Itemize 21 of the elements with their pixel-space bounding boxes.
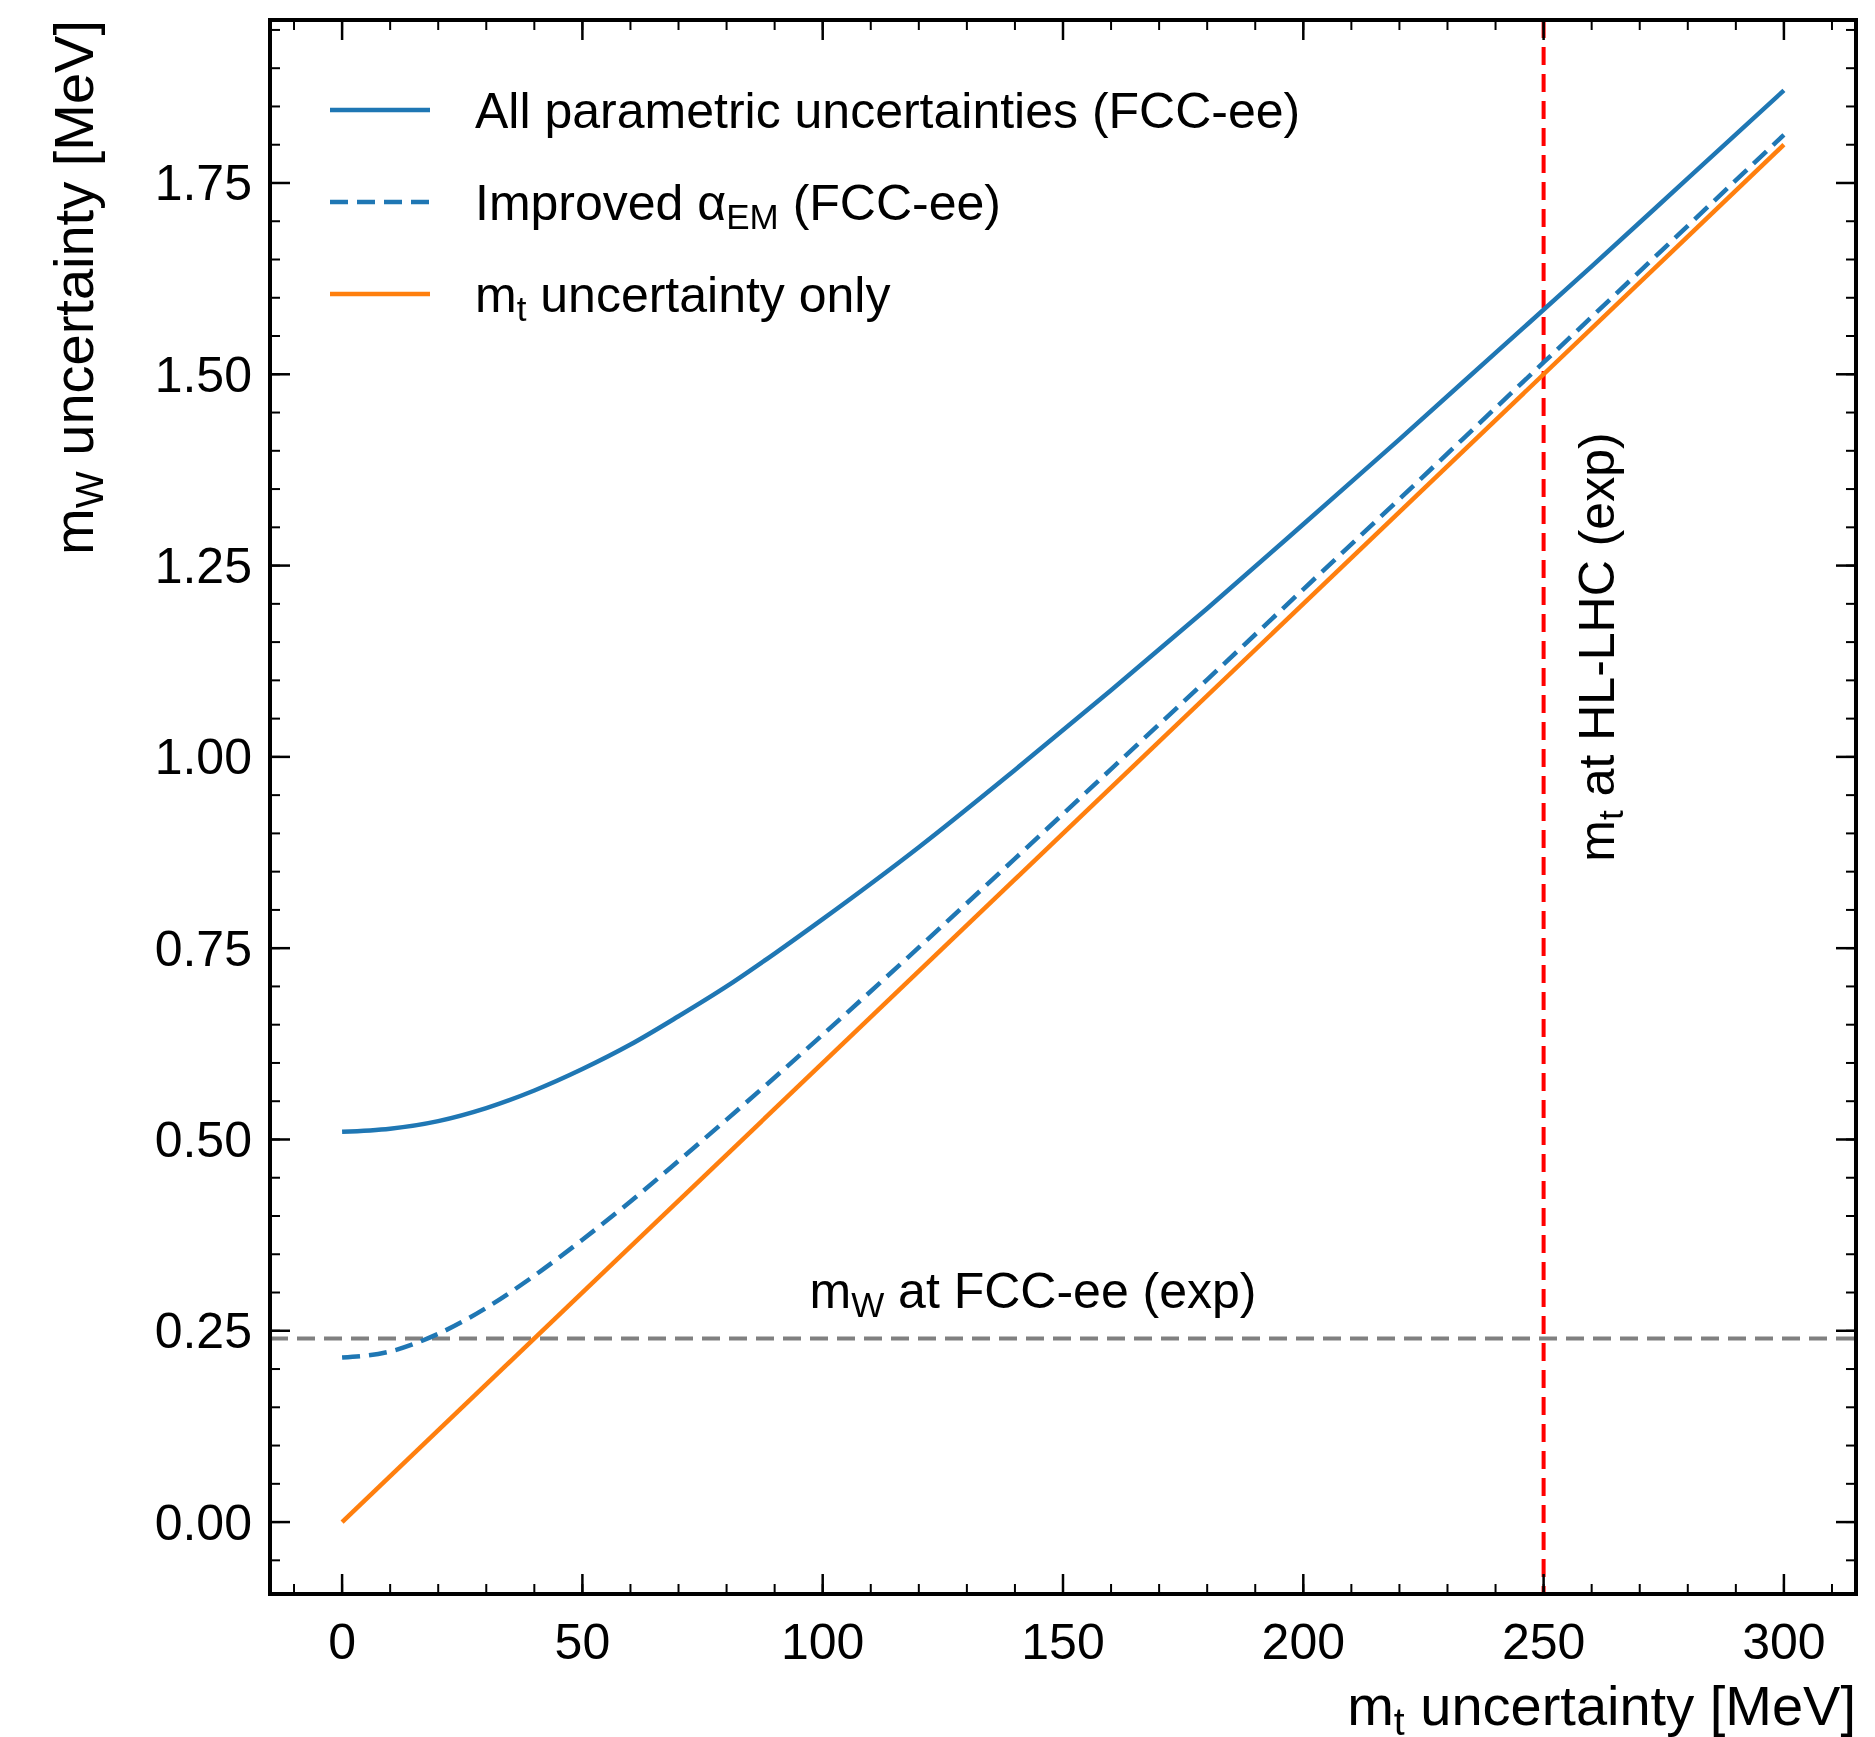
- y-tick-label: 1.50: [154, 346, 252, 403]
- x-tick-label: 200: [1261, 1614, 1346, 1670]
- y-tick-label: 1.25: [154, 538, 252, 595]
- y-tick-label: 0.00: [154, 1494, 252, 1551]
- legend-label: All parametric uncertainties (FCC-ee): [475, 82, 1301, 139]
- line-series: [339, 88, 1787, 1135]
- x-tick-label: 250: [1501, 1614, 1586, 1670]
- y-tick-label: 0.75: [154, 920, 252, 977]
- ref-line-label: m$_{W}$ at FCC-ee (exp): [809, 1263, 1257, 1325]
- x-axis-title: m$_{t}$ uncertainty [MeV]: [1347, 1674, 1856, 1737]
- y-tick-label: 0.50: [154, 1111, 252, 1168]
- legend-label: Improved α$_{EM}$ (FCC-ee): [475, 174, 1001, 236]
- x-tick-label: 0: [328, 1614, 356, 1670]
- y-tick-label: 1.00: [154, 729, 252, 786]
- x-tick-label: 50: [554, 1614, 611, 1670]
- y-tick-label: 0.25: [154, 1303, 252, 1360]
- y-tick-label: 1.75: [154, 155, 252, 212]
- legend-label: m$_{t}$ uncertainty only: [475, 266, 891, 328]
- x-tick-label: 100: [780, 1614, 865, 1670]
- x-tick-label: 300: [1742, 1614, 1826, 1670]
- x-tick-label: 150: [1021, 1614, 1105, 1670]
